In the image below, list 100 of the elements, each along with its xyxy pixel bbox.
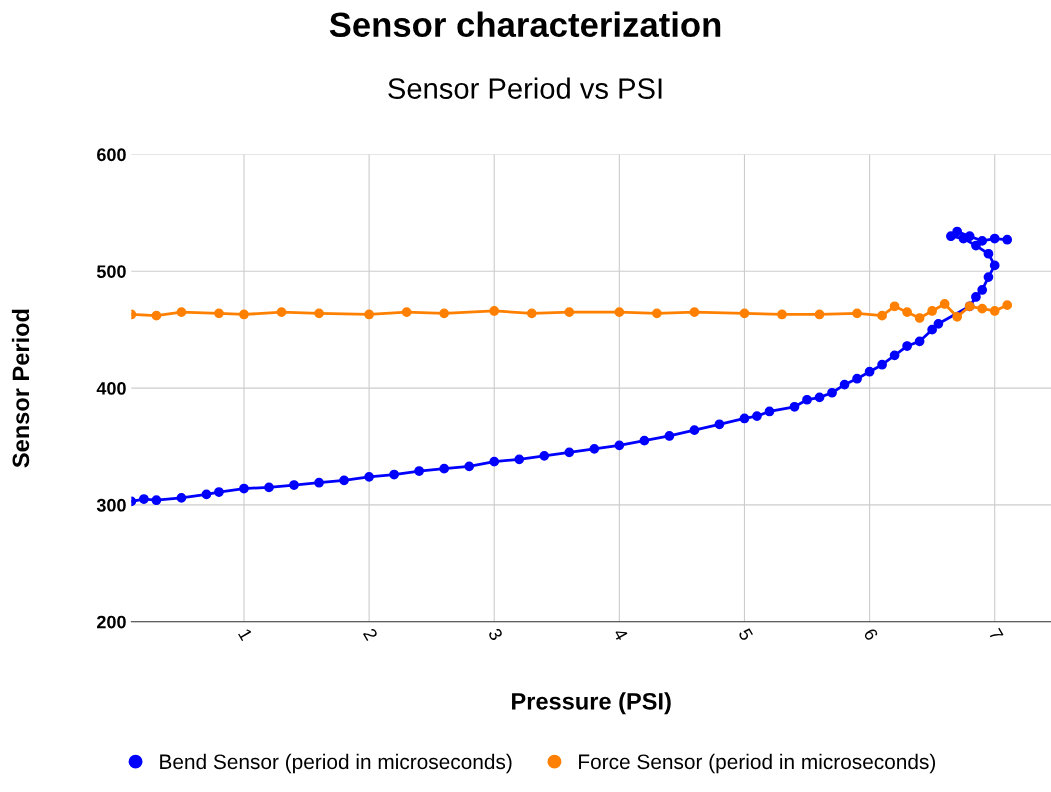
point <box>977 303 988 314</box>
point <box>526 308 537 319</box>
point <box>514 454 525 465</box>
legend-label: Force Sensor (period in microseconds) <box>579 753 936 774</box>
point <box>214 308 224 319</box>
point <box>927 324 937 335</box>
point <box>489 306 500 316</box>
point <box>977 236 988 246</box>
x-tick-label: 7 <box>988 627 1004 642</box>
y-tick-label: 400 <box>96 382 126 395</box>
point <box>339 475 349 486</box>
point <box>964 231 975 242</box>
point <box>852 373 862 384</box>
point <box>989 233 1000 244</box>
point <box>902 341 912 351</box>
chart-title: Sensor characterization <box>329 11 721 38</box>
point <box>1002 234 1013 245</box>
point <box>239 309 249 320</box>
x-axis-title: Pressure (PSI) <box>512 692 671 715</box>
point <box>983 272 994 282</box>
point <box>971 292 981 302</box>
point <box>589 443 600 454</box>
point <box>151 495 162 506</box>
y-tick-label: 600 <box>97 148 126 162</box>
point <box>139 494 149 504</box>
point <box>877 310 887 321</box>
point <box>889 350 900 361</box>
point <box>176 493 187 503</box>
point <box>764 406 775 417</box>
point <box>276 307 287 318</box>
point <box>914 313 925 323</box>
point <box>752 411 762 421</box>
point <box>564 447 575 458</box>
point <box>314 477 324 488</box>
y-tick-label: 200 <box>97 615 126 629</box>
point <box>314 308 324 319</box>
chart-subtitle: Sensor Period vs PSI <box>388 77 662 99</box>
point <box>952 226 963 237</box>
x-tick-label: 5 <box>738 627 754 642</box>
legend-label: Bend Sensor (period in microseconds) <box>160 753 512 774</box>
y-tick-label: 300 <box>96 498 126 512</box>
point <box>827 387 837 398</box>
point <box>564 307 575 318</box>
point <box>971 240 981 251</box>
point <box>664 431 675 441</box>
point <box>814 309 825 320</box>
point <box>902 307 912 318</box>
point <box>289 480 299 490</box>
point <box>151 310 162 321</box>
point <box>739 413 750 424</box>
y-axis-title: Sensor Period <box>11 309 30 468</box>
point <box>839 379 850 390</box>
point <box>214 487 224 497</box>
point <box>877 359 887 370</box>
point <box>264 482 274 493</box>
point <box>439 308 450 319</box>
point <box>539 450 550 461</box>
point <box>946 231 956 242</box>
point <box>939 299 950 309</box>
point <box>689 425 700 435</box>
point <box>464 461 475 472</box>
point <box>814 392 825 403</box>
point <box>489 456 500 467</box>
x-tick-label: 3 <box>487 627 504 642</box>
y-tick-label: 500 <box>96 265 126 278</box>
point <box>927 306 937 316</box>
point <box>864 366 875 377</box>
x-tick-label: 2 <box>363 627 379 642</box>
point <box>364 309 374 320</box>
point <box>401 307 412 318</box>
point <box>977 285 988 295</box>
point <box>614 307 625 318</box>
point <box>201 489 212 500</box>
point <box>777 309 787 320</box>
point <box>889 301 900 312</box>
point <box>852 308 862 319</box>
x-tick-label: 1 <box>238 628 253 642</box>
x-tick-label: 4 <box>612 627 629 642</box>
point <box>389 469 399 480</box>
point <box>933 318 944 329</box>
point <box>364 472 374 482</box>
point <box>952 311 963 322</box>
point <box>439 463 450 474</box>
point <box>414 466 425 476</box>
point <box>989 306 1000 316</box>
point <box>239 483 249 494</box>
point <box>689 307 700 318</box>
point <box>1002 300 1013 310</box>
point <box>789 401 800 412</box>
point <box>983 248 994 259</box>
point <box>639 435 650 446</box>
point <box>714 419 725 430</box>
point <box>614 440 625 451</box>
point <box>739 308 750 319</box>
point <box>914 336 925 347</box>
point <box>176 307 187 318</box>
point <box>802 394 812 405</box>
point <box>652 308 662 319</box>
x-tick-label: 6 <box>863 627 879 642</box>
point <box>989 260 1000 271</box>
